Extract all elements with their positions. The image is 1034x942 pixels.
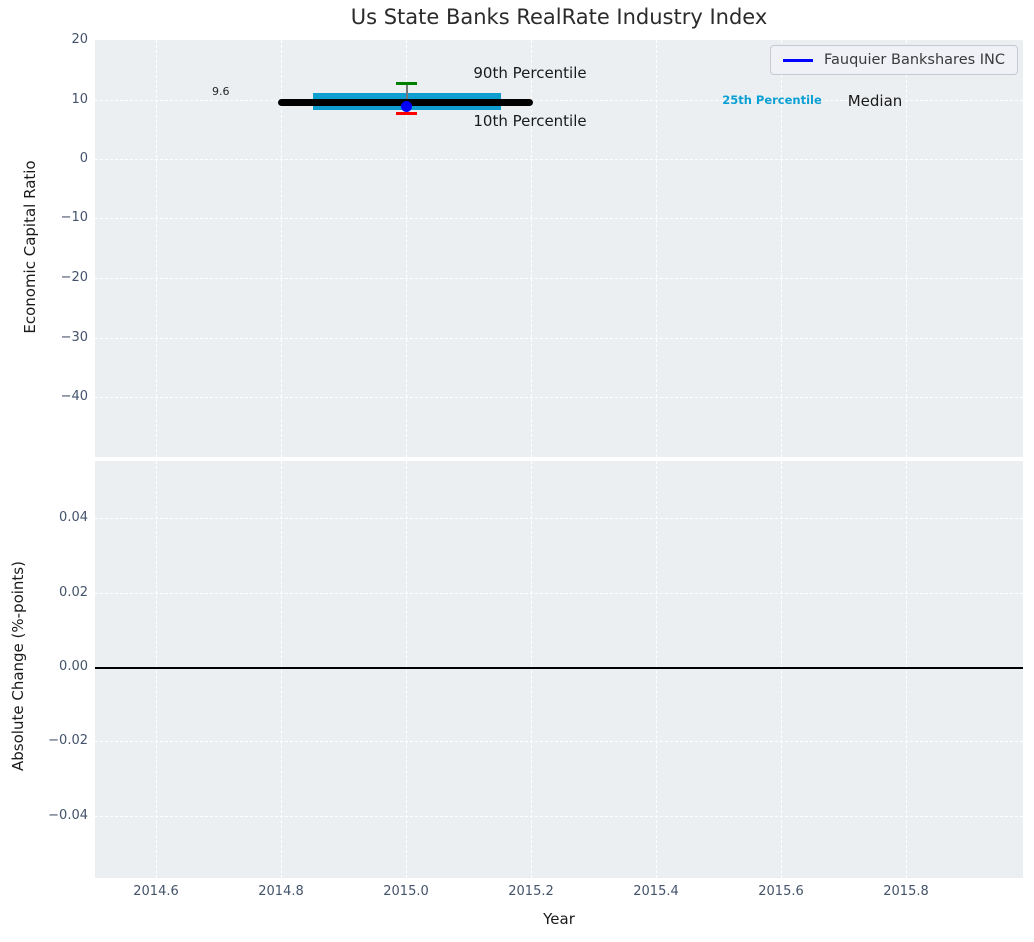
y-tick-label: 0.02 (59, 585, 88, 600)
gridline-h (95, 397, 1023, 398)
x-tick-label: 2015.0 (383, 884, 429, 899)
top-y-axis-label: Economic Capital Ratio (21, 160, 39, 334)
y-tick-label: 20 (71, 32, 88, 47)
legend-line-swatch (783, 58, 813, 62)
x-tick-label: 2015.2 (508, 884, 554, 899)
y-tick-label: −0.02 (48, 733, 88, 748)
p10-whisker-cap (396, 112, 417, 115)
chart-title: Us State Banks RealRate Industry Index (350, 5, 768, 29)
median-value-label: 9.6 (212, 85, 230, 98)
gridline-v (906, 40, 907, 457)
annotation-10th-percentile: 10th Percentile (473, 112, 587, 130)
gridline-v (531, 40, 532, 457)
gridline-h (95, 593, 1023, 594)
y-tick-label: 10 (71, 92, 88, 107)
y-tick-label: −0.04 (48, 808, 88, 823)
gridline-h (95, 741, 1023, 742)
y-tick-label: −10 (60, 210, 88, 225)
x-tick-label: 2014.6 (133, 884, 179, 899)
gridline-h (95, 100, 1023, 101)
annotation-90th-percentile: 90th Percentile (473, 64, 587, 82)
y-tick-label: −30 (60, 330, 88, 345)
x-tick-label: 2015.4 (633, 884, 679, 899)
zero-line (95, 667, 1023, 669)
gridline-h (95, 338, 1023, 339)
gridline-v (656, 40, 657, 457)
x-tick-label: 2015.8 (883, 884, 929, 899)
gridline-v (156, 40, 157, 457)
bottom-y-axis-label: Absolute Change (%-points) (9, 561, 27, 771)
y-tick-label: 0 (79, 151, 88, 166)
gridline-v (156, 461, 157, 878)
gridline-v (531, 461, 532, 878)
x-tick-label: 2015.6 (758, 884, 804, 899)
legend-label: Fauquier Bankshares INC (824, 52, 1006, 68)
gridline-v (406, 40, 407, 457)
x-tick-label: 2014.8 (258, 884, 304, 899)
company-marker (401, 101, 412, 112)
x-axis-label: Year (543, 910, 575, 928)
gridline-v (656, 461, 657, 878)
gridline-v (406, 461, 407, 878)
whisker-line (406, 84, 408, 112)
gridline-v (781, 461, 782, 878)
y-tick-label: 0.04 (59, 510, 88, 525)
annotation-median: Median (847, 92, 903, 110)
annotation-25th-percentile: 25th Percentile (722, 93, 822, 107)
gridline-v (281, 461, 282, 878)
gridline-h (95, 518, 1023, 519)
y-tick-label: 0.00 (59, 659, 88, 674)
legend: Fauquier Bankshares INC (770, 45, 1018, 75)
gridline-h (95, 278, 1023, 279)
y-tick-label: −20 (60, 270, 88, 285)
p90-whisker-cap (396, 82, 417, 85)
gridline-h (95, 816, 1023, 817)
gridline-v (281, 40, 282, 457)
gridline-h (95, 218, 1023, 219)
top-plot-area: 9.6 90th Percentile 10th Percentile 25th… (95, 40, 1023, 457)
bottom-plot-area (95, 461, 1023, 878)
gridline-h (95, 159, 1023, 160)
y-tick-label: −40 (60, 389, 88, 404)
gridline-v (906, 461, 907, 878)
gridline-v (781, 40, 782, 457)
